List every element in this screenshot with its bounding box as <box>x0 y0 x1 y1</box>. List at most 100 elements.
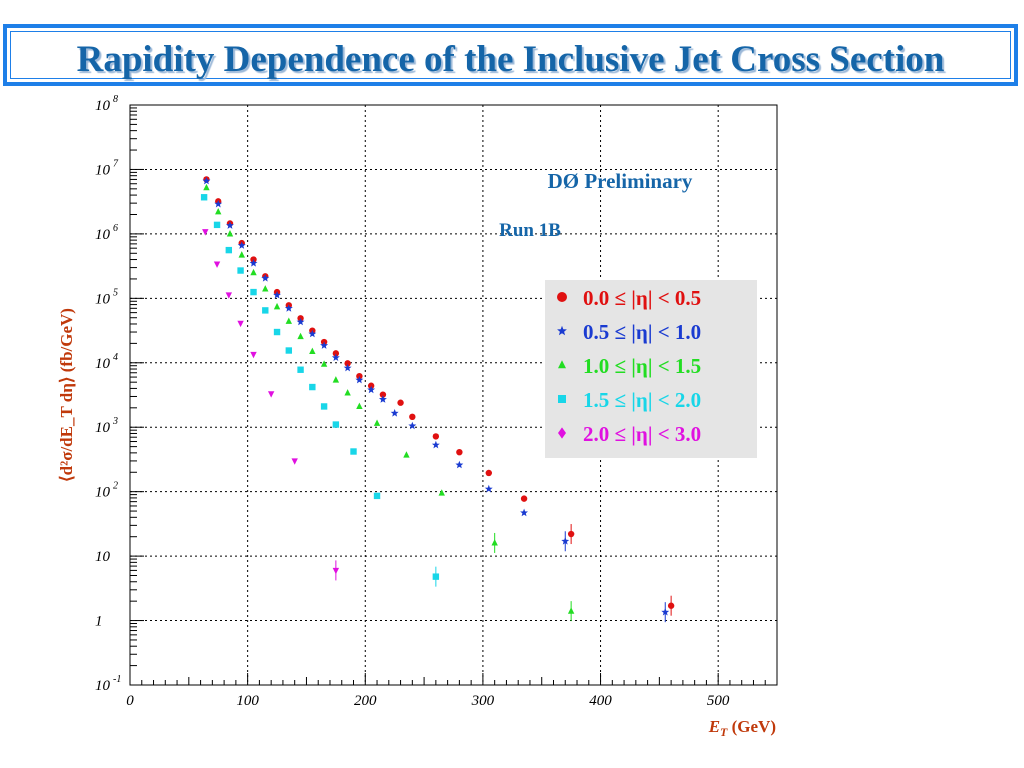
data-point <box>344 360 351 367</box>
data-point <box>250 351 257 359</box>
data-point <box>520 508 528 517</box>
data-point <box>373 419 381 426</box>
y-tick-label: 10 3 <box>95 416 118 436</box>
data-point <box>661 608 670 616</box>
legend-label: 1.5 ≤ |η| < 2.0 <box>583 388 701 412</box>
data-point <box>262 285 269 292</box>
data-point <box>237 320 244 328</box>
y-tick-label: 1 <box>95 614 103 630</box>
data-point <box>343 363 352 372</box>
legend-label: 2.0 ≤ |η| < 3.0 <box>583 422 701 446</box>
data-point <box>403 451 410 458</box>
y-tick-base: 10 <box>95 678 111 694</box>
data-point <box>213 221 221 229</box>
data-point <box>432 433 440 440</box>
series-4 <box>202 229 340 581</box>
data-point <box>320 360 328 367</box>
data-point <box>238 251 245 258</box>
plot-frame <box>129 104 778 686</box>
legend-box <box>545 280 757 458</box>
axis-ticks <box>129 104 778 686</box>
data-point <box>431 440 440 449</box>
series-1 <box>202 176 670 623</box>
data-point <box>202 229 209 236</box>
legend-marker <box>557 325 567 336</box>
title-bar: Rapidity Dependence of the Inclusive Jet… <box>3 24 1018 86</box>
y-tick-base: 10 <box>95 98 111 114</box>
data-point <box>379 395 387 403</box>
data-point <box>226 221 234 229</box>
y-tick-exponent: 8 <box>113 94 118 105</box>
data-point <box>320 403 328 410</box>
run-label: Run 1B <box>499 220 561 241</box>
data-point <box>215 207 222 215</box>
data-point <box>408 421 417 430</box>
data-point <box>261 274 270 282</box>
data-point <box>202 176 211 185</box>
x-axis-label-rest: (GeV) <box>727 717 776 736</box>
data-point <box>273 328 281 336</box>
data-point <box>225 292 233 299</box>
data-point <box>285 347 293 354</box>
y-tick-exponent: 4 <box>113 352 118 363</box>
preliminary-label: DØ Preliminary <box>548 169 693 193</box>
slide-title: Rapidity Dependence of the Inclusive Jet… <box>76 39 945 80</box>
data-point <box>267 391 275 398</box>
data-point <box>567 607 575 614</box>
legend-entry: 0.5 ≤ |η| < 1.0 <box>557 320 701 344</box>
x-tick-label: 100 <box>236 693 259 709</box>
data-point <box>284 304 293 312</box>
data-point <box>285 317 293 324</box>
data-point <box>309 383 316 391</box>
data-point <box>237 241 246 249</box>
y-tick-label: 10 6 <box>95 223 118 243</box>
legend-marker <box>558 360 566 369</box>
x-tick-label: 500 <box>707 693 730 709</box>
y-tick-exponent: -1 <box>113 674 121 685</box>
data-point <box>332 350 340 357</box>
y-tick-base: 10 <box>95 356 111 372</box>
x-axis-label-main: E <box>708 717 720 736</box>
data-point <box>484 484 493 493</box>
y-tick-exponent: 6 <box>113 223 118 234</box>
y-tick-base: 10 <box>95 227 111 243</box>
y-tick-base: 10 <box>95 549 111 565</box>
data-point <box>296 317 305 326</box>
legend-entry: 0.0 ≤ |η| < 0.5 <box>557 286 701 310</box>
data-point <box>200 194 208 201</box>
data-point <box>438 489 445 496</box>
data-point <box>249 259 258 267</box>
data-point <box>456 448 463 456</box>
data-point <box>332 421 340 428</box>
y-tick-label: 10 -1 <box>95 674 121 694</box>
data-point <box>355 375 364 384</box>
data-point <box>320 341 329 349</box>
data-point <box>203 183 210 191</box>
data-point <box>390 409 399 417</box>
data-point <box>273 291 281 299</box>
data-point <box>397 399 404 406</box>
y-tick-exponent: 5 <box>113 287 118 298</box>
data-point <box>297 332 304 340</box>
legend-entry: 1.5 ≤ |η| < 2.0 <box>558 388 701 412</box>
data-point <box>226 230 234 237</box>
y-tick-base: 10 <box>95 485 111 501</box>
data-point <box>373 492 381 500</box>
data-point <box>214 199 223 208</box>
legend: 0.0 ≤ |η| < 0.5 0.5 ≤ |η| < 1.0 1.0 ≤ |η| … <box>557 286 701 446</box>
x-axis-label: ET (GeV) <box>708 717 776 739</box>
y-tick-label: 10 2 <box>95 481 118 501</box>
data-point <box>262 307 269 314</box>
data-point <box>455 460 464 469</box>
y-tick-label: 10 4 <box>95 352 118 372</box>
y-tick-exponent: 2 <box>113 481 118 492</box>
data-point <box>308 329 317 338</box>
data-point <box>291 458 298 465</box>
data-point <box>379 391 387 398</box>
series-2 <box>203 183 575 622</box>
data-point <box>250 268 257 276</box>
data-point <box>520 495 528 502</box>
x-tick-label: 200 <box>354 693 377 709</box>
data-point <box>367 382 375 389</box>
y-tick-label: 10 <box>95 549 111 565</box>
